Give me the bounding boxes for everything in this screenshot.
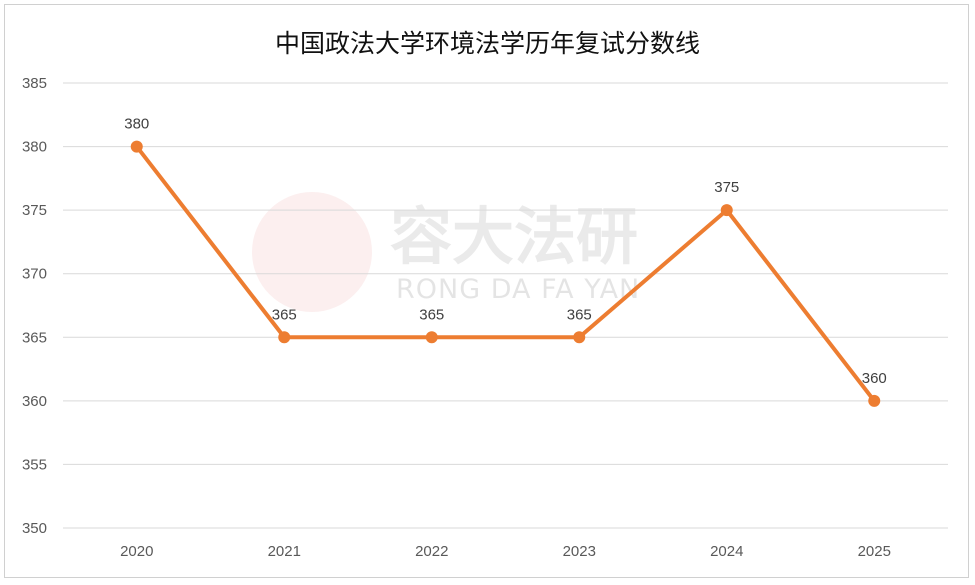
chart-title: 中国政法大学环境法学历年复试分数线	[274, 29, 700, 58]
data-point	[278, 331, 291, 344]
data-label: 365	[272, 306, 297, 323]
data-label: 360	[862, 370, 887, 387]
x-tick-label: 2023	[563, 543, 596, 560]
chart-frame	[4, 4, 969, 578]
data-point	[720, 204, 733, 217]
series	[130, 140, 881, 407]
y-tick-label: 365	[22, 329, 47, 346]
y-tick-label: 370	[22, 266, 47, 283]
x-tick-label: 2021	[268, 543, 301, 560]
series-line	[134, 144, 877, 403]
data-labels: 380 365 365 365 375 360	[124, 116, 887, 387]
x-tick-label: 2024	[710, 543, 743, 560]
watermark: 容大法研 RONG DA FA YAN	[252, 192, 640, 312]
data-point	[573, 331, 586, 344]
y-tick-label: 375	[22, 202, 47, 219]
y-tick-label: 360	[22, 393, 47, 410]
watermark-name-cn: 容大法研	[390, 200, 638, 273]
data-label: 365	[419, 306, 444, 323]
x-tick-label: 2025	[858, 543, 891, 560]
y-axis-ticks: 350 355 360 365 370 375 380 385	[22, 75, 47, 537]
data-label: 365	[567, 306, 592, 323]
x-axis-ticks: 2020 2021 2022 2023 2024 2025	[120, 543, 891, 560]
y-tick-label: 355	[22, 456, 47, 473]
x-tick-label: 2020	[120, 543, 153, 560]
x-tick-label: 2022	[415, 543, 448, 560]
data-point	[425, 331, 438, 344]
y-tick-label: 350	[22, 520, 47, 537]
watermark-logo-icon	[252, 192, 372, 312]
y-tick-label: 385	[22, 75, 47, 92]
data-point	[868, 394, 881, 407]
watermark-name-en: RONG DA FA YAN	[396, 274, 640, 305]
gridlines	[63, 82, 948, 529]
y-tick-label: 380	[22, 139, 47, 156]
data-label: 375	[714, 179, 739, 196]
data-label: 380	[124, 116, 149, 133]
data-point	[130, 140, 143, 153]
